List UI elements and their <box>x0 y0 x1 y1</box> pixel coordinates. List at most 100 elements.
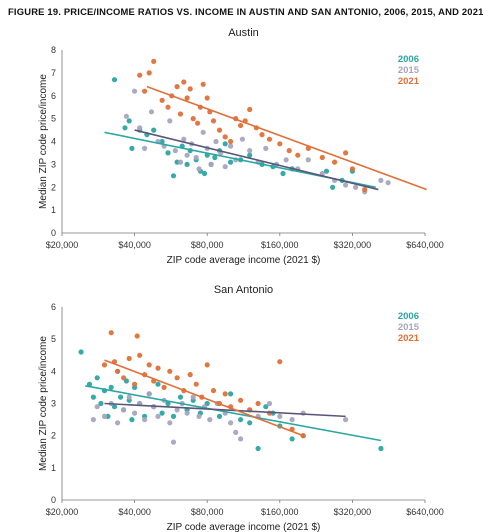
data-point-2021 <box>295 152 301 158</box>
data-point-2021 <box>222 134 228 140</box>
y-tick-label: 7 <box>51 68 56 78</box>
data-point-2021 <box>174 84 180 90</box>
data-point-2021 <box>184 95 190 101</box>
data-point-2015 <box>101 413 108 419</box>
data-point-2015 <box>121 407 127 413</box>
data-point-2015 <box>343 182 349 188</box>
panel-title: San Antonio <box>214 284 273 296</box>
y-tick-label: 6 <box>51 302 56 312</box>
legend-entry-2015: 2015 <box>398 65 420 76</box>
legend-entry-2021: 2021 <box>398 333 420 344</box>
data-point-2006 <box>159 410 165 416</box>
data-point-2015 <box>385 180 391 186</box>
data-point-2015 <box>277 413 283 419</box>
data-point-2015 <box>167 420 173 426</box>
data-point-2006 <box>118 394 124 400</box>
data-point-2006 <box>184 161 190 167</box>
data-point-2015 <box>353 184 359 190</box>
data-point-2015 <box>228 143 234 149</box>
data-point-2015 <box>184 410 190 416</box>
figure-title: FIGURE 19. PRICE/INCOME RATIOS VS. INCOM… <box>8 6 484 17</box>
data-point-2015 <box>193 154 199 161</box>
data-point-2021 <box>187 372 193 378</box>
data-point-2006 <box>228 159 234 165</box>
x-tick-label: $40,000 <box>118 240 151 250</box>
data-point-2015 <box>132 88 138 94</box>
data-point-2021 <box>193 381 199 387</box>
data-point-2015 <box>266 400 273 407</box>
data-point-2021 <box>277 141 283 147</box>
x-tick-label: $20,000 <box>46 507 79 517</box>
data-point-2015 <box>170 439 177 445</box>
data-point-2015 <box>184 152 190 158</box>
san-antonio-panel: San Antonio 0 1 2 3 4 5 6 $20,000 $40,000 $80,000 $… <box>38 284 444 532</box>
data-point-2021 <box>146 362 152 368</box>
data-point-2006 <box>247 152 253 158</box>
data-point-2015 <box>155 413 161 419</box>
legend-entry-2006: 2006 <box>398 311 419 322</box>
trend-line-2006 <box>85 385 382 442</box>
data-point-2015 <box>126 394 132 400</box>
data-point-2006 <box>238 417 244 423</box>
data-point-2006 <box>129 145 135 151</box>
data-point-2021 <box>137 352 143 358</box>
y-tick-label: 0 <box>51 495 56 505</box>
data-point-2015 <box>228 420 234 426</box>
y-tick-label: 8 <box>51 45 56 55</box>
data-point-2015 <box>142 417 148 423</box>
data-point-2006 <box>129 417 135 423</box>
y-tick-label: 5 <box>51 334 56 344</box>
austin-panel: Austin 0 1 2 3 4 5 6 7 8 $20,000 $40,000 $80,000 $160… <box>38 27 444 266</box>
data-point-2006 <box>108 384 114 390</box>
data-point-2021 <box>159 97 165 103</box>
data-point-2021 <box>126 355 132 362</box>
data-point-2006 <box>159 138 165 145</box>
data-point-2006 <box>151 127 157 133</box>
data-point-2015 <box>207 417 213 423</box>
data-point-2006 <box>216 413 223 419</box>
data-point-2006 <box>90 394 96 400</box>
data-point-2006 <box>86 381 93 387</box>
data-point-2015 <box>222 164 228 170</box>
data-point-2021 <box>255 400 261 407</box>
data-point-2015 <box>174 407 180 413</box>
trend-line-2015 <box>104 402 346 418</box>
data-point-2006 <box>222 141 228 147</box>
data-point-2006 <box>94 375 100 381</box>
legend-entry-2021: 2021 <box>398 76 420 87</box>
data-point-2006 <box>126 118 132 124</box>
data-point-2006 <box>212 154 218 161</box>
data-point-2021 <box>210 388 217 394</box>
y-tick-label: 1 <box>51 205 56 215</box>
data-point-2021 <box>277 359 283 365</box>
data-point-2006 <box>255 445 261 452</box>
data-point-2021 <box>167 368 173 374</box>
data-point-2006 <box>330 184 336 190</box>
trend-line-2021 <box>104 359 304 437</box>
data-point-2015 <box>94 404 100 410</box>
data-point-2021 <box>151 58 157 64</box>
data-point-2006 <box>165 400 171 407</box>
data-point-2015 <box>177 159 184 165</box>
data-point-2021 <box>187 86 193 92</box>
data-point-2021 <box>349 166 355 172</box>
data-point-2015 <box>208 161 214 167</box>
data-point-2015 <box>115 420 121 426</box>
data-point-2021 <box>343 150 349 156</box>
data-point-2021 <box>190 116 196 122</box>
y-tick-label: 2 <box>51 431 56 441</box>
data-point-2015 <box>137 125 143 131</box>
data-point-2015 <box>132 410 138 416</box>
data-point-2006 <box>165 150 171 156</box>
data-point-2006 <box>98 400 104 407</box>
data-point-2021 <box>204 362 210 368</box>
data-point-2015 <box>90 417 96 423</box>
data-point-2021 <box>195 120 201 126</box>
data-point-2021 <box>210 118 217 124</box>
trend-line-2021 <box>146 85 427 191</box>
data-point-2021 <box>200 81 206 87</box>
data-point-2015 <box>142 145 148 151</box>
data-point-2006 <box>201 170 208 177</box>
data-point-2015 <box>200 129 206 135</box>
x-tick-label: $80,000 <box>191 240 224 250</box>
